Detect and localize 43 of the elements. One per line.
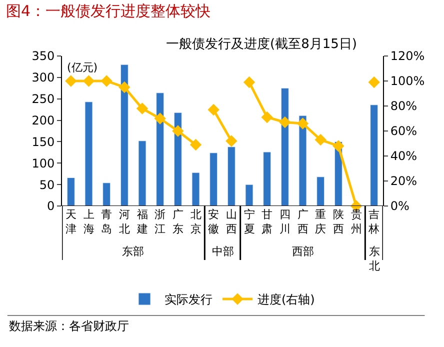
x-tick-label: 浙江 [154, 208, 166, 236]
x-tick-label: 重庆 [315, 208, 326, 236]
y-tick-label: 250 [32, 92, 55, 106]
x-tick-label: 北京 [190, 208, 202, 236]
chart-subtitle: 一般债发行及进度(截至8月15日) [166, 36, 357, 52]
x-tick-label: 河北 [118, 208, 130, 236]
y2-tick-label: 0% [390, 199, 410, 214]
source-note: 数据来源：各省财政厅 [9, 319, 129, 333]
x-tick-label: 福建 [136, 208, 148, 236]
x-tick-label: 陕西 [332, 208, 344, 236]
legend-label: 进度(右轴) [258, 292, 315, 307]
y-axis-title: (亿元) [67, 61, 98, 74]
x-tick-label: 上海 [83, 208, 94, 236]
text: 东北 [369, 245, 380, 272]
x-tick-label: 广西 [297, 208, 308, 236]
x-tick-label: 甘肃 [262, 208, 273, 236]
text: 东部 [122, 245, 144, 258]
x-tick-label: 天津 [65, 208, 76, 236]
y2-tick-label: 120% [390, 49, 425, 64]
x-tick-label: 宁夏 [244, 208, 255, 236]
x-tick-label: 贵州 [350, 208, 362, 236]
x-tick-label: 山西 [226, 208, 237, 236]
y-tick-label: 100 [32, 156, 55, 170]
y2-tick-label: 80% [390, 99, 418, 114]
x-tick-label: 吉林 [368, 208, 380, 236]
y-tick-label: 0 [46, 199, 55, 214]
y-tick-label: 350 [32, 49, 55, 64]
y-tick-label: 200 [32, 113, 55, 128]
y2-tick-label: 40% [390, 149, 418, 164]
x-tick-label: 青岛 [101, 208, 112, 236]
legend-label: 实际发行 [164, 292, 212, 307]
x-tick-label: 安徽 [208, 208, 220, 236]
x-tick-label: 四川 [279, 208, 290, 236]
text: 西部 [292, 245, 314, 258]
chart-title: 图4：一般债发行进度整体较快 [6, 2, 211, 20]
y2-tick-label: 20% [390, 174, 418, 188]
text: 中部 [212, 245, 234, 258]
x-tick-label: 广东 [172, 208, 184, 236]
y-tick-label: 300 [32, 70, 55, 85]
y2-tick-label: 60% [390, 124, 418, 138]
y-tick-label: 50 [39, 178, 55, 192]
y2-tick-label: 100% [390, 74, 425, 88]
y-tick-label: 150 [32, 134, 55, 149]
